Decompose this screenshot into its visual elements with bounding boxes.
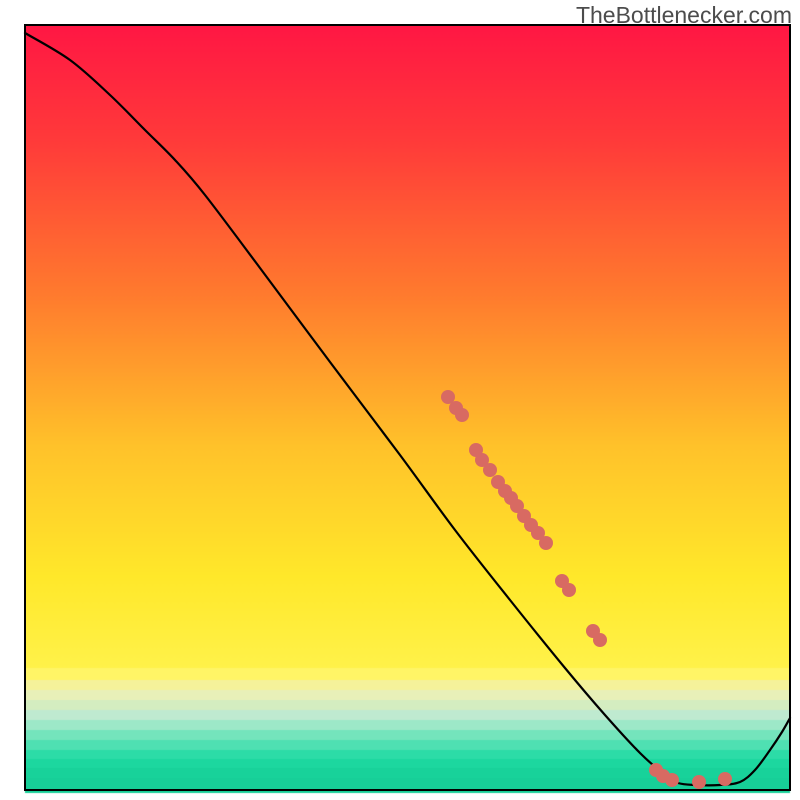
gradient-background [0, 0, 800, 800]
watermark-text: TheBottlenecker.com [576, 2, 792, 29]
chart-stage: TheBottlenecker.com [0, 0, 800, 800]
